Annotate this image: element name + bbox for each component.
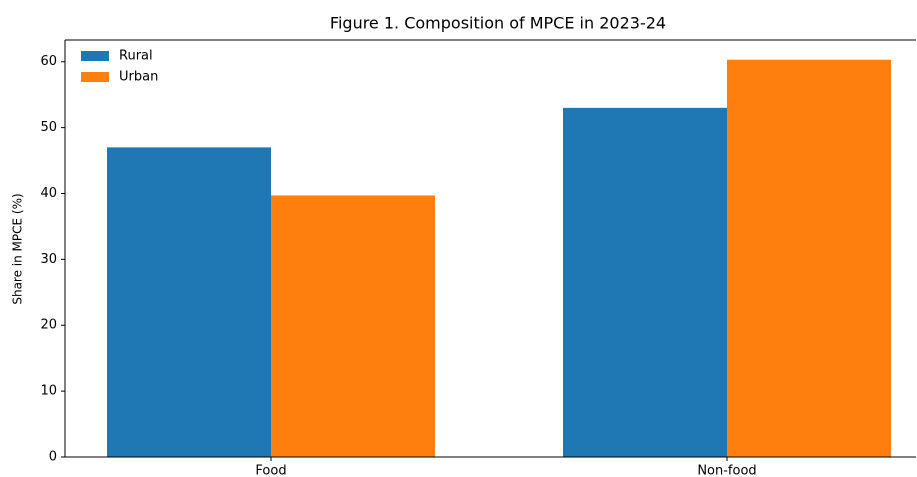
chart-title: Figure 1. Composition of MPCE in 2023-24 (330, 14, 666, 33)
legend-label: Urban (119, 70, 158, 85)
y-tick-label: 20 (40, 318, 57, 333)
legend-swatch (81, 72, 109, 82)
x-tick-label: Food (255, 464, 286, 477)
bar (107, 147, 271, 457)
axes-frame (64, 39, 916, 458)
y-tick-label: 60 (40, 54, 57, 69)
y-tick-label: 30 (40, 252, 57, 267)
bar (563, 107, 727, 457)
x-tick-label: Non-food (697, 464, 756, 477)
bar (727, 59, 891, 458)
bar (271, 195, 435, 458)
y-tick-label: 0 (49, 450, 57, 465)
y-tick-label: 40 (40, 186, 57, 201)
y-axis-label: Share in MPCE (%) (11, 193, 25, 304)
legend-swatch (81, 51, 109, 61)
y-tick-label: 50 (40, 120, 57, 135)
y-tick-label: 10 (40, 384, 57, 399)
legend-label: Rural (119, 49, 153, 64)
